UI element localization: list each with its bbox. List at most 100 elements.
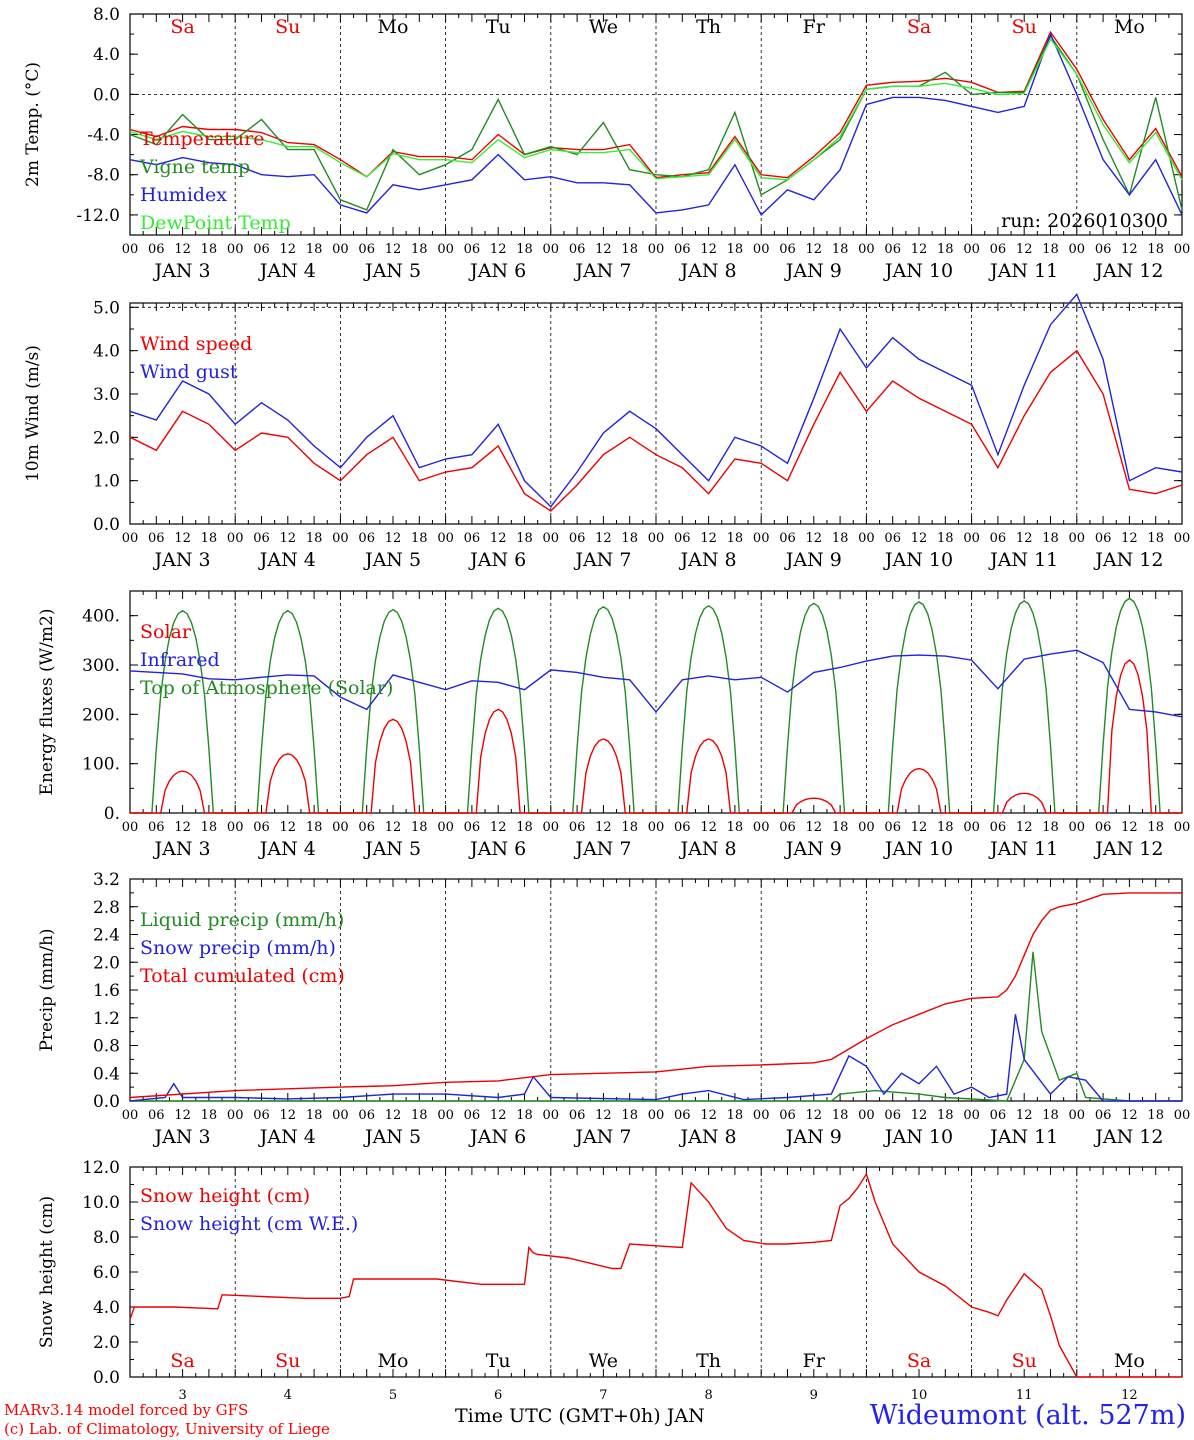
hour-label: 12	[385, 820, 402, 835]
hour-label: 06	[884, 242, 901, 257]
y-tick-label: 0.0	[93, 1092, 120, 1112]
date-label: JAN 12	[1093, 549, 1163, 571]
y-tick-label: 0.0	[93, 1368, 120, 1388]
hour-label: 06	[464, 820, 481, 835]
y-axis-label: Snow height (cm)	[37, 1196, 57, 1348]
hour-label: 12	[700, 1108, 717, 1123]
hour-label: 18	[727, 242, 744, 257]
hour-label: 18	[937, 242, 954, 257]
hour-label: 18	[411, 531, 428, 546]
hour-label: 00	[648, 242, 665, 257]
hour-label: 18	[516, 1108, 533, 1123]
hour-label: 00	[753, 242, 770, 257]
y-tick-label: 400.	[82, 607, 120, 627]
hour-label: 06	[148, 531, 165, 546]
y-tick-label: 4.0	[93, 1298, 120, 1318]
hour-label: 18	[832, 242, 849, 257]
hour-label: 00	[1069, 820, 1086, 835]
hour-label: 18	[201, 531, 218, 546]
hour-label: 12	[490, 242, 507, 257]
hour-label: 06	[358, 820, 375, 835]
hour-label: 00	[1174, 1108, 1191, 1123]
y-axis-label: Precip (mm/h)	[37, 928, 57, 1051]
hour-label: 00	[753, 1108, 770, 1123]
hour-label: 06	[1095, 1108, 1112, 1123]
date-label: JAN 3	[153, 1126, 211, 1148]
weekday-label: Fr	[803, 16, 826, 38]
y-axis-label: 2m Temp. (°C)	[23, 62, 43, 187]
series-line	[129, 292, 1183, 508]
date-label: JAN 11	[988, 838, 1058, 860]
hour-label: 06	[779, 242, 796, 257]
y-axis-label: Energy fluxes (W/m2)	[37, 609, 57, 796]
hour-label: 00	[332, 242, 349, 257]
hour-label: 18	[621, 1108, 638, 1123]
hour-label: 06	[990, 242, 1007, 257]
date-label: JAN 10	[883, 1126, 953, 1148]
hour-label: 06	[779, 820, 796, 835]
y-tick-label: 0.0	[93, 85, 120, 105]
y-tick-label: 8.0	[93, 5, 120, 25]
hour-label: 12	[595, 820, 612, 835]
date-label: JAN 6	[468, 1126, 526, 1148]
date-label: JAN 7	[573, 1126, 631, 1148]
date-label: JAN 8	[679, 1126, 737, 1148]
run-label: run: 2026010300	[1001, 210, 1168, 232]
y-tick-label: 0.0	[93, 515, 120, 535]
hour-label: 18	[306, 1108, 323, 1123]
y-tick-label: 4.0	[93, 45, 120, 65]
hour-label: 18	[1147, 242, 1164, 257]
hour-label: 18	[1147, 820, 1164, 835]
hour-label: 00	[858, 1108, 875, 1123]
hour-label: 12	[911, 1108, 928, 1123]
day-number: 4	[284, 1388, 292, 1403]
hour-label: 12	[911, 242, 928, 257]
hour-label: 06	[464, 1108, 481, 1123]
weekday-label: Tu	[486, 1350, 511, 1372]
hour-label: 18	[832, 531, 849, 546]
hour-label: 18	[937, 531, 954, 546]
hour-label: 00	[753, 820, 770, 835]
hour-label: 00	[963, 531, 980, 546]
legend-entry: Solar	[140, 621, 192, 643]
y-tick-label: 2.0	[93, 1333, 120, 1353]
hour-label: 12	[911, 820, 928, 835]
hour-label: 06	[779, 531, 796, 546]
panel-3: 0. 100. 200. 300. 400. Energy fluxes (W/m2) 00…	[37, 590, 1190, 860]
hour-label: 00	[543, 1108, 560, 1123]
hour-label: 12	[806, 820, 823, 835]
hour-label: 12	[385, 242, 402, 257]
hour-label: 12	[700, 820, 717, 835]
date-label: JAN 6	[468, 549, 526, 571]
hour-label: 00	[437, 242, 454, 257]
date-label: JAN 3	[153, 549, 211, 571]
hour-label: 00	[227, 820, 244, 835]
hour-label: 18	[937, 820, 954, 835]
y-tick-label: 2.8	[93, 898, 120, 918]
hour-label: 06	[148, 242, 165, 257]
hour-label: 00	[227, 1108, 244, 1123]
date-label: JAN 4	[258, 838, 316, 860]
hour-label: 06	[569, 820, 586, 835]
panel-2: 0.0 1.0 2.0 3.0 4.0 5.0 10m Wind (m/s) 00 06 12 18…	[23, 292, 1190, 571]
y-tick-label: 2.0	[93, 953, 120, 973]
legend-entry: Wind gust	[140, 361, 238, 383]
y-tick-label: 1.0	[93, 472, 120, 492]
date-label: JAN 8	[679, 549, 737, 571]
hour-label: 18	[306, 531, 323, 546]
hour-label: 18	[411, 820, 428, 835]
date-label: JAN 8	[679, 838, 737, 860]
hour-label: 06	[884, 531, 901, 546]
hour-label: 06	[358, 1108, 375, 1123]
hour-label: 18	[516, 820, 533, 835]
hour-label: 00	[648, 531, 665, 546]
hour-label: 06	[674, 1108, 691, 1123]
hour-label: 00	[1069, 242, 1086, 257]
series-line	[130, 951, 1182, 1102]
date-label: JAN 12	[1093, 838, 1163, 860]
date-label: JAN 9	[784, 549, 842, 571]
hour-label: 00	[963, 1108, 980, 1123]
hour-label: 12	[1016, 242, 1033, 257]
hour-label: 00	[858, 820, 875, 835]
series-line	[129, 1014, 1182, 1102]
